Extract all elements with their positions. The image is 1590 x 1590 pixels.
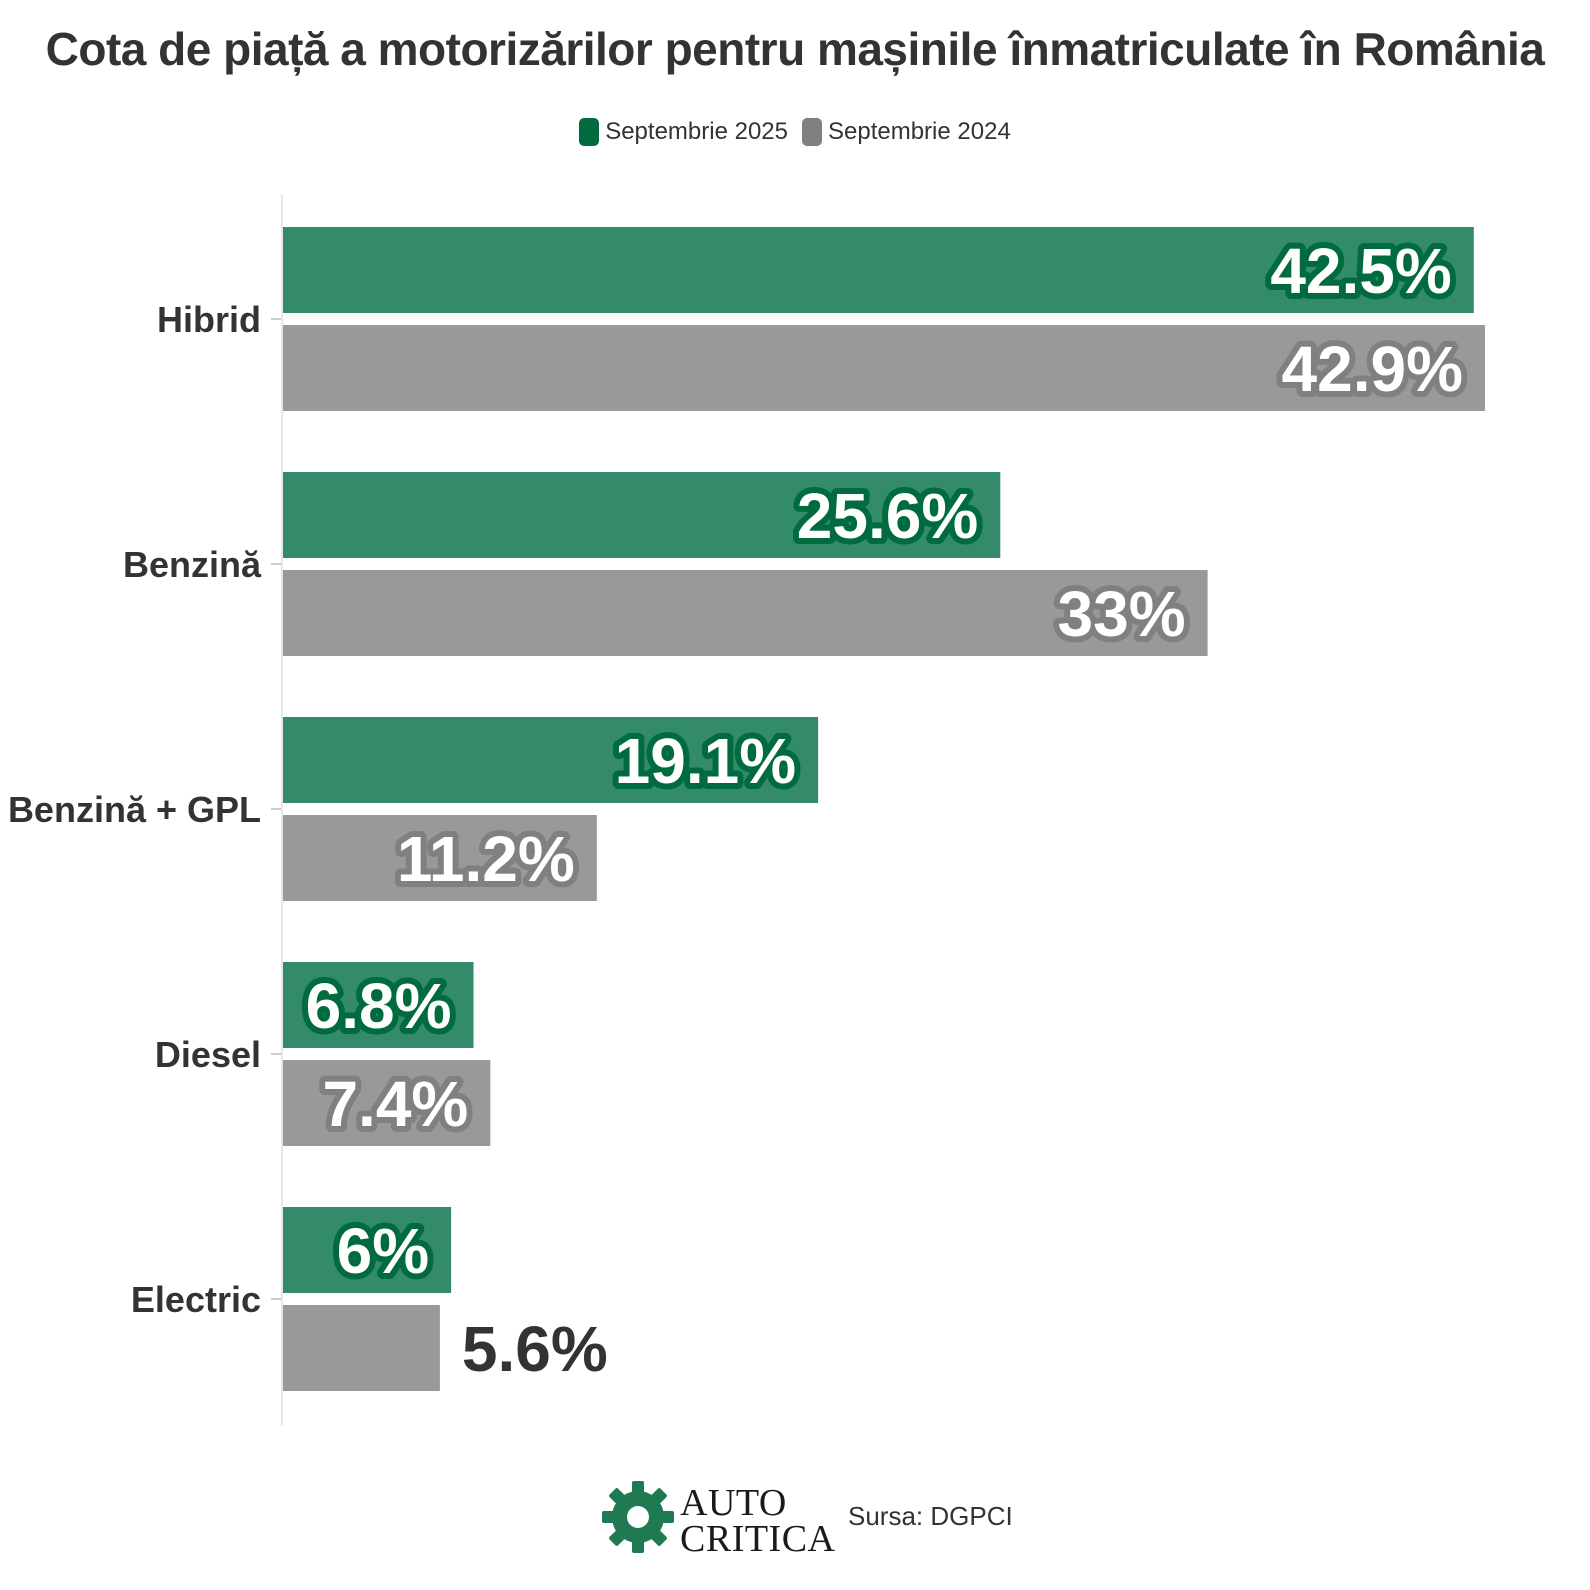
category-label: Hibrid [157, 299, 261, 340]
data-label: 33% [1058, 578, 1186, 650]
bar-chart: Hibrid 42.5% 42.9% Benzină 25.6% 33% Benzină +… [8, 195, 1485, 1425]
category-label: Benzină [123, 544, 262, 585]
legend-label-2024: Septembrie 2024 [828, 118, 1011, 145]
data-label: 7.4% [322, 1068, 468, 1140]
gear-icon [602, 1481, 674, 1553]
footer: AUTO CRITICA Sursa: DGPCI [0, 1475, 1590, 1565]
logo-line-2: CRITICA [680, 1518, 836, 1560]
bar [283, 1207, 452, 1293]
data-label: 6% [337, 1215, 430, 1287]
logo: AUTO CRITICA [600, 1475, 835, 1565]
bar [283, 325, 1485, 411]
category-label: Diesel [155, 1034, 261, 1075]
legend-item-2024: Septembrie 2024 [802, 118, 1011, 146]
chart-title: Cota de piață a motorizărilor pentru maș… [45, 23, 1545, 75]
bar [283, 227, 1474, 313]
bar [283, 570, 1208, 656]
bar [283, 815, 597, 901]
data-label: 42.5% [1270, 235, 1451, 307]
logo-wordmark: AUTO CRITICA [680, 1482, 836, 1560]
data-label: 42.9% [1282, 333, 1463, 405]
data-label: 19.1% [615, 725, 796, 797]
logo-line-1: AUTO [680, 1482, 787, 1524]
data-label: 11.2% [397, 823, 575, 895]
bar [283, 1305, 440, 1391]
legend-swatch-2025 [579, 118, 600, 146]
bar [283, 472, 1001, 558]
bar [283, 962, 474, 1048]
data-label: 25.6% [797, 480, 978, 552]
legend-item-2025: Septembrie 2025 [579, 118, 788, 146]
legend-swatch-2024 [802, 118, 822, 146]
data-label: 5.6% [462, 1313, 608, 1385]
category-label: Electric [131, 1279, 261, 1320]
bar [283, 717, 819, 803]
category-label: Benzină + GPL [8, 789, 261, 830]
source-note: Sursa: DGPCI [848, 1501, 1013, 1531]
bar [283, 1060, 491, 1146]
data-label: 6.8% [306, 970, 452, 1042]
legend: Septembrie 2025 Septembrie 2024 [0, 114, 1590, 150]
legend-label-2025: Septembrie 2025 [605, 118, 788, 145]
